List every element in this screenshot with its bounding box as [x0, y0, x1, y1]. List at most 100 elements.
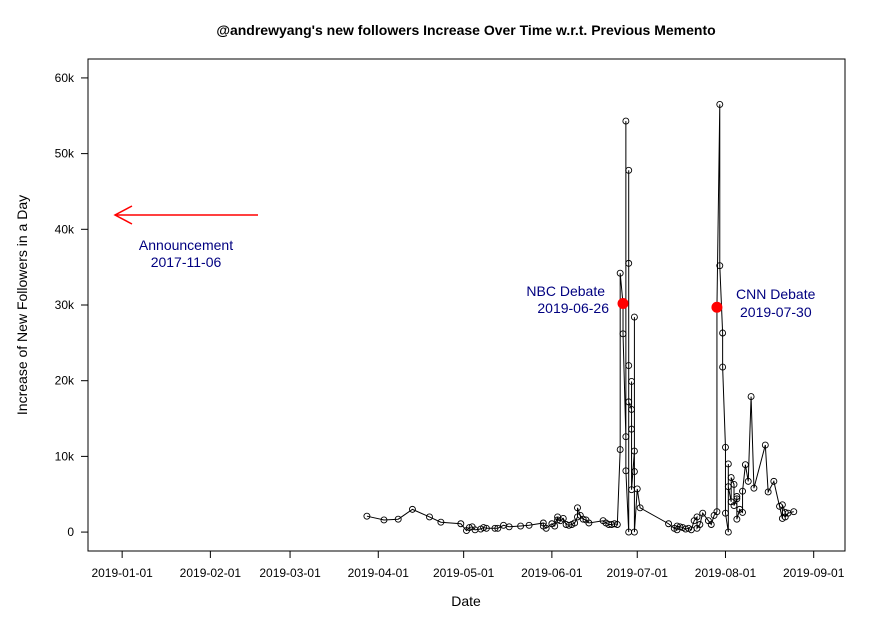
data-point [380, 516, 388, 524]
y-tick-label: 60k [55, 71, 75, 85]
data-point [630, 528, 638, 536]
data-point [437, 518, 445, 526]
data-point [619, 330, 627, 338]
x-tick-label: 2019-07-01 [607, 566, 669, 580]
nbc-debate-date: 2019-06-26 [537, 300, 609, 316]
data-point [625, 259, 633, 267]
y-tick-label: 30k [55, 298, 75, 312]
y-tick-label: 0 [67, 525, 74, 539]
data-point [628, 377, 636, 385]
data-point [707, 521, 715, 528]
data-point [739, 508, 746, 516]
data-point [616, 269, 624, 277]
data-point [491, 524, 499, 532]
data-point [733, 493, 741, 500]
x-axis: 2019-01-01 2019-02-01 2019-03-01 2019-04-01… [91, 550, 845, 580]
data-point [494, 524, 502, 532]
data-point [719, 329, 727, 337]
cnn-debate-annotation: CNN Debate 2019-07-30 [736, 286, 816, 320]
data-point [727, 474, 735, 482]
data-point [733, 515, 741, 523]
data-point [676, 523, 684, 531]
x-tick-label: 2019-03-01 [259, 566, 321, 580]
data-point [665, 520, 673, 528]
x-tick-label: 2019-01-01 [91, 566, 153, 580]
data-point [571, 519, 579, 527]
data-point [579, 515, 587, 523]
data-point [719, 363, 727, 371]
data-point [622, 467, 630, 475]
x-tick-label: 2019-02-01 [180, 566, 242, 580]
data-point [713, 508, 721, 516]
x-axis-label: Date [451, 593, 481, 609]
data-point [611, 520, 618, 528]
data-point [696, 521, 704, 528]
data-point [724, 460, 732, 468]
x-tick-label: 2019-08-01 [695, 566, 757, 580]
data-point [761, 441, 769, 449]
data-point [408, 505, 416, 513]
data-point [716, 262, 724, 270]
y-tick-label: 50k [55, 147, 75, 161]
data-point [630, 468, 638, 475]
data-point [693, 513, 701, 521]
data-point [730, 480, 738, 488]
data-point [699, 509, 707, 517]
data-point [750, 484, 758, 492]
data-point [716, 100, 724, 108]
data-point [730, 502, 738, 510]
highlight-layer [617, 297, 723, 313]
nbc-debate-annotation: NBC Debate 2019-06-26 [526, 283, 609, 316]
data-point [781, 508, 789, 516]
data-point [733, 495, 741, 503]
data-point [616, 446, 624, 454]
x-tick-label: 2019-04-01 [348, 566, 410, 580]
data-point [790, 508, 798, 516]
data-point [724, 483, 732, 491]
data-point [551, 522, 559, 530]
data-point [636, 504, 644, 512]
data-point [778, 501, 786, 509]
data-point [625, 166, 633, 174]
data-point [465, 524, 473, 531]
data-point [724, 528, 732, 536]
data-point [633, 485, 641, 493]
data-point [630, 447, 638, 455]
data-point [480, 524, 488, 531]
y-tick-label: 20k [55, 374, 75, 388]
series-line [366, 104, 794, 533]
data-point [539, 519, 547, 527]
data-point [542, 524, 550, 532]
data-point [628, 406, 636, 413]
highlighted-point [617, 297, 629, 309]
data-point [517, 522, 525, 530]
x-tick-label: 2019-06-01 [521, 566, 583, 580]
chart-title: @andrewyang's new followers Increase Ove… [216, 22, 715, 38]
data-point [722, 509, 729, 517]
highlighted-point [711, 301, 723, 313]
series-layer [363, 100, 798, 536]
y-tick-label: 40k [55, 222, 75, 236]
data-point [622, 433, 630, 441]
data-point [565, 521, 573, 529]
data-point [770, 477, 778, 485]
y-axis: 0 10k 20k 30k 40k 50k 60k [55, 71, 89, 539]
x-tick-label: 2019-05-01 [433, 566, 495, 580]
data-point [585, 519, 593, 527]
data-point [630, 313, 638, 321]
announcement-label: Announcement [139, 237, 233, 253]
y-tick-label: 10k [55, 449, 75, 463]
data-point [744, 477, 752, 485]
cnn-debate-label: CNN Debate [736, 286, 816, 302]
data-point [426, 513, 433, 521]
y-axis-label: Increase of New Followers in a Day [14, 195, 30, 415]
data-point [628, 425, 636, 433]
data-point [741, 461, 749, 469]
data-point [625, 362, 633, 370]
data-point [747, 393, 755, 401]
x-tick-label: 2019-09-01 [783, 566, 845, 580]
data-point [457, 520, 465, 528]
data-point [764, 488, 772, 496]
data-point [394, 515, 402, 523]
